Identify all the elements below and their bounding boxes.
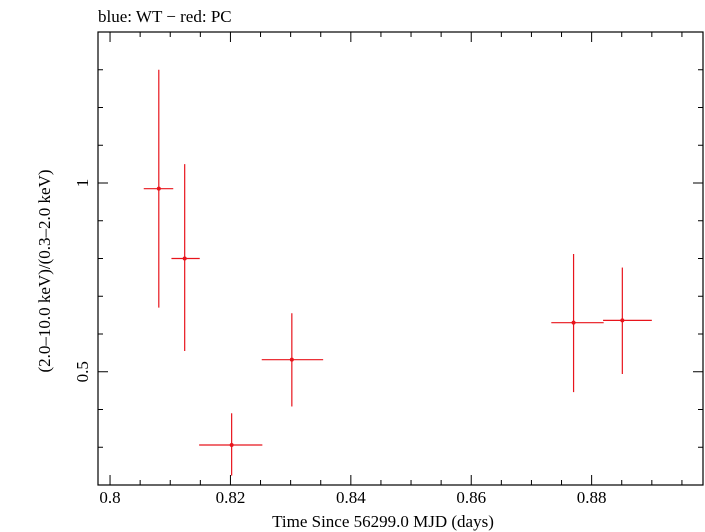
point-marker (156, 186, 161, 191)
point-marker (289, 357, 294, 362)
data-point (603, 267, 652, 375)
x-axis-label: Time Since 56299.0 MJD (days) (272, 512, 494, 531)
data-series-pc (143, 69, 652, 476)
data-point (143, 69, 174, 308)
point-marker (571, 320, 576, 325)
x-tick-label: 0.88 (577, 488, 607, 507)
y-tick-label: 0.5 (73, 361, 92, 382)
x-axis: 0.8 0.82 0.84 0.86 0.88 (99, 32, 683, 507)
x-tick-label: 0.86 (456, 488, 486, 507)
data-point (551, 253, 604, 393)
point-marker (182, 256, 187, 261)
point-marker (229, 442, 234, 447)
chart-title: blue: WT − red: PC (98, 7, 232, 26)
point-marker (620, 318, 625, 323)
y-tick-label: 1 (73, 179, 92, 188)
data-point (261, 313, 324, 407)
data-point (199, 413, 263, 476)
x-tick-label: 0.8 (99, 488, 120, 507)
data-point (171, 164, 200, 351)
y-axis-label: (2.0–10.0 keV)/(0.3–2.0 keV) (35, 169, 54, 372)
x-tick-label: 0.84 (336, 488, 366, 507)
x-tick-label: 0.82 (216, 488, 246, 507)
y-axis: 0.51 (73, 69, 703, 448)
